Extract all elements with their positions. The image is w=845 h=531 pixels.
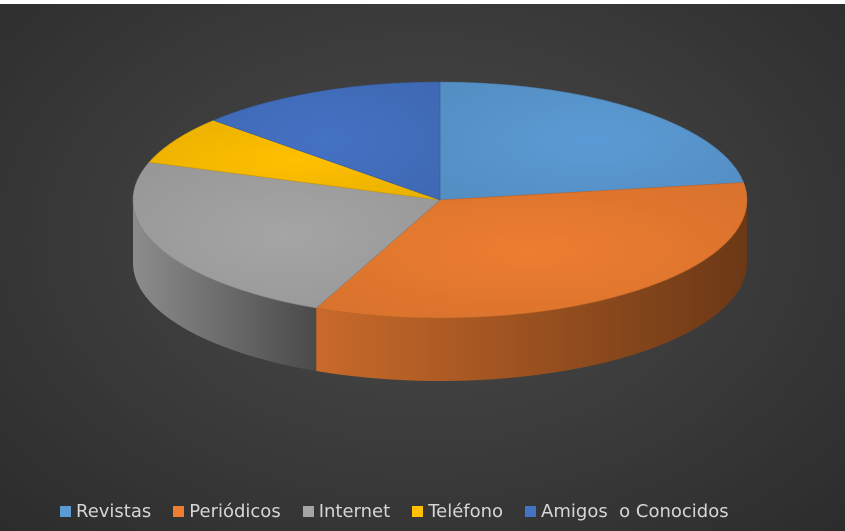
legend-label: Teléfono [428, 500, 504, 522]
pie-slice-internet [132, 161, 441, 309]
legend-label: Amigos o Conocidos [541, 500, 729, 522]
pie-top-faces [132, 81, 748, 319]
legend-swatch [412, 505, 424, 517]
legend-item-telefono: Teléfono [412, 501, 503, 522]
legend-swatch [302, 505, 314, 517]
pie-slice-side [316, 200, 747, 381]
top-border [0, 0, 845, 4]
legend-label: Internet [318, 500, 391, 522]
pie-slice-periodicos [315, 182, 748, 319]
legend-label: Periódicos [189, 500, 281, 522]
legend-item-internet: Internet [302, 500, 391, 522]
pie-side-walls [133, 200, 747, 381]
legend-item-amigos-o-conocidos: Amigos o Conocidos [525, 501, 729, 522]
pie-slice-side [133, 200, 317, 371]
pie-slice-amigos-o-conocidos [212, 81, 441, 201]
legend-swatch [525, 505, 537, 517]
pie-slice-revistas [439, 81, 745, 201]
legend-item-revistas: Revistas [60, 501, 151, 522]
legend-item-periodicos: Periódicos [173, 500, 281, 522]
legend-swatch [60, 505, 71, 517]
pie-slice-telefono [148, 120, 441, 201]
legend-label: Revistas [76, 500, 152, 522]
legend-swatch [173, 505, 185, 517]
legend: Revistas Periódicos Internet Teléfono Am… [60, 496, 729, 526]
